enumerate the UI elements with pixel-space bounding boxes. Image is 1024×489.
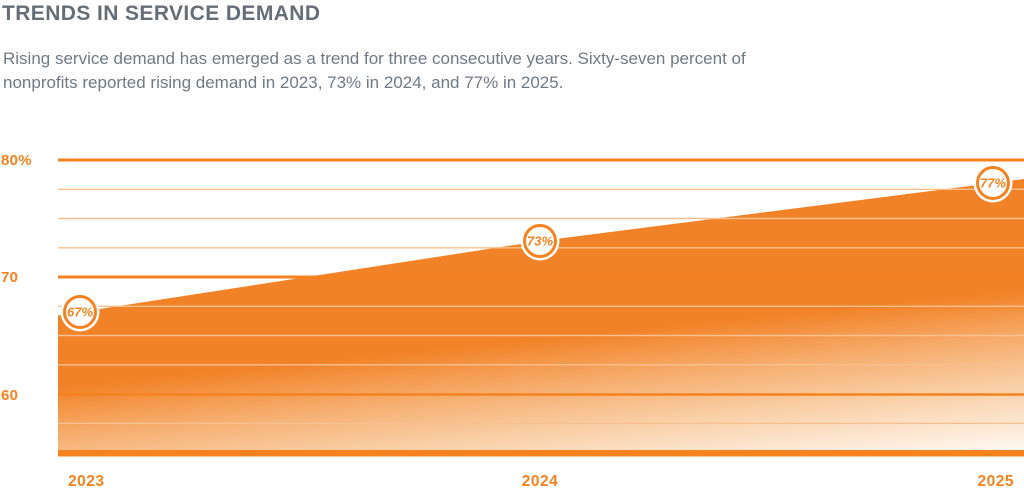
- data-point-marker-2024: 73%: [520, 221, 560, 261]
- x-tick-2023: 2023: [68, 473, 104, 489]
- x-tick-2025: 2025: [978, 473, 1014, 489]
- chart-description: Rising service demand has emerged as a t…: [3, 49, 746, 92]
- y-tick-80: 80%: [1, 152, 32, 169]
- marker-value-label: 73%: [527, 234, 553, 249]
- x-axis-labels: 2023 2024 2025: [68, 473, 1014, 489]
- marker-ring: [523, 224, 557, 258]
- marker-value-label: 77%: [980, 176, 1006, 191]
- y-tick-60: 60: [1, 387, 18, 404]
- marker-value-label: 67%: [67, 305, 93, 320]
- marker-ring: [976, 166, 1010, 200]
- page-title: TRENDS IN SERVICE DEMAND: [2, 2, 321, 25]
- area-series-fill: [58, 179, 1024, 451]
- data-point-marker-2025: 77%: [973, 163, 1013, 203]
- x-tick-2024: 2024: [522, 473, 558, 489]
- gridlines-minor: [58, 188, 1024, 424]
- x-axis-baseline-bar: [58, 450, 1024, 457]
- y-tick-70: 70: [1, 269, 18, 286]
- data-point-marker-2023: 67%: [60, 292, 100, 332]
- marker-ring: [63, 295, 97, 329]
- y-axis-labels: 80% 70 60: [1, 152, 32, 404]
- gridlines-major: [58, 158, 1024, 396]
